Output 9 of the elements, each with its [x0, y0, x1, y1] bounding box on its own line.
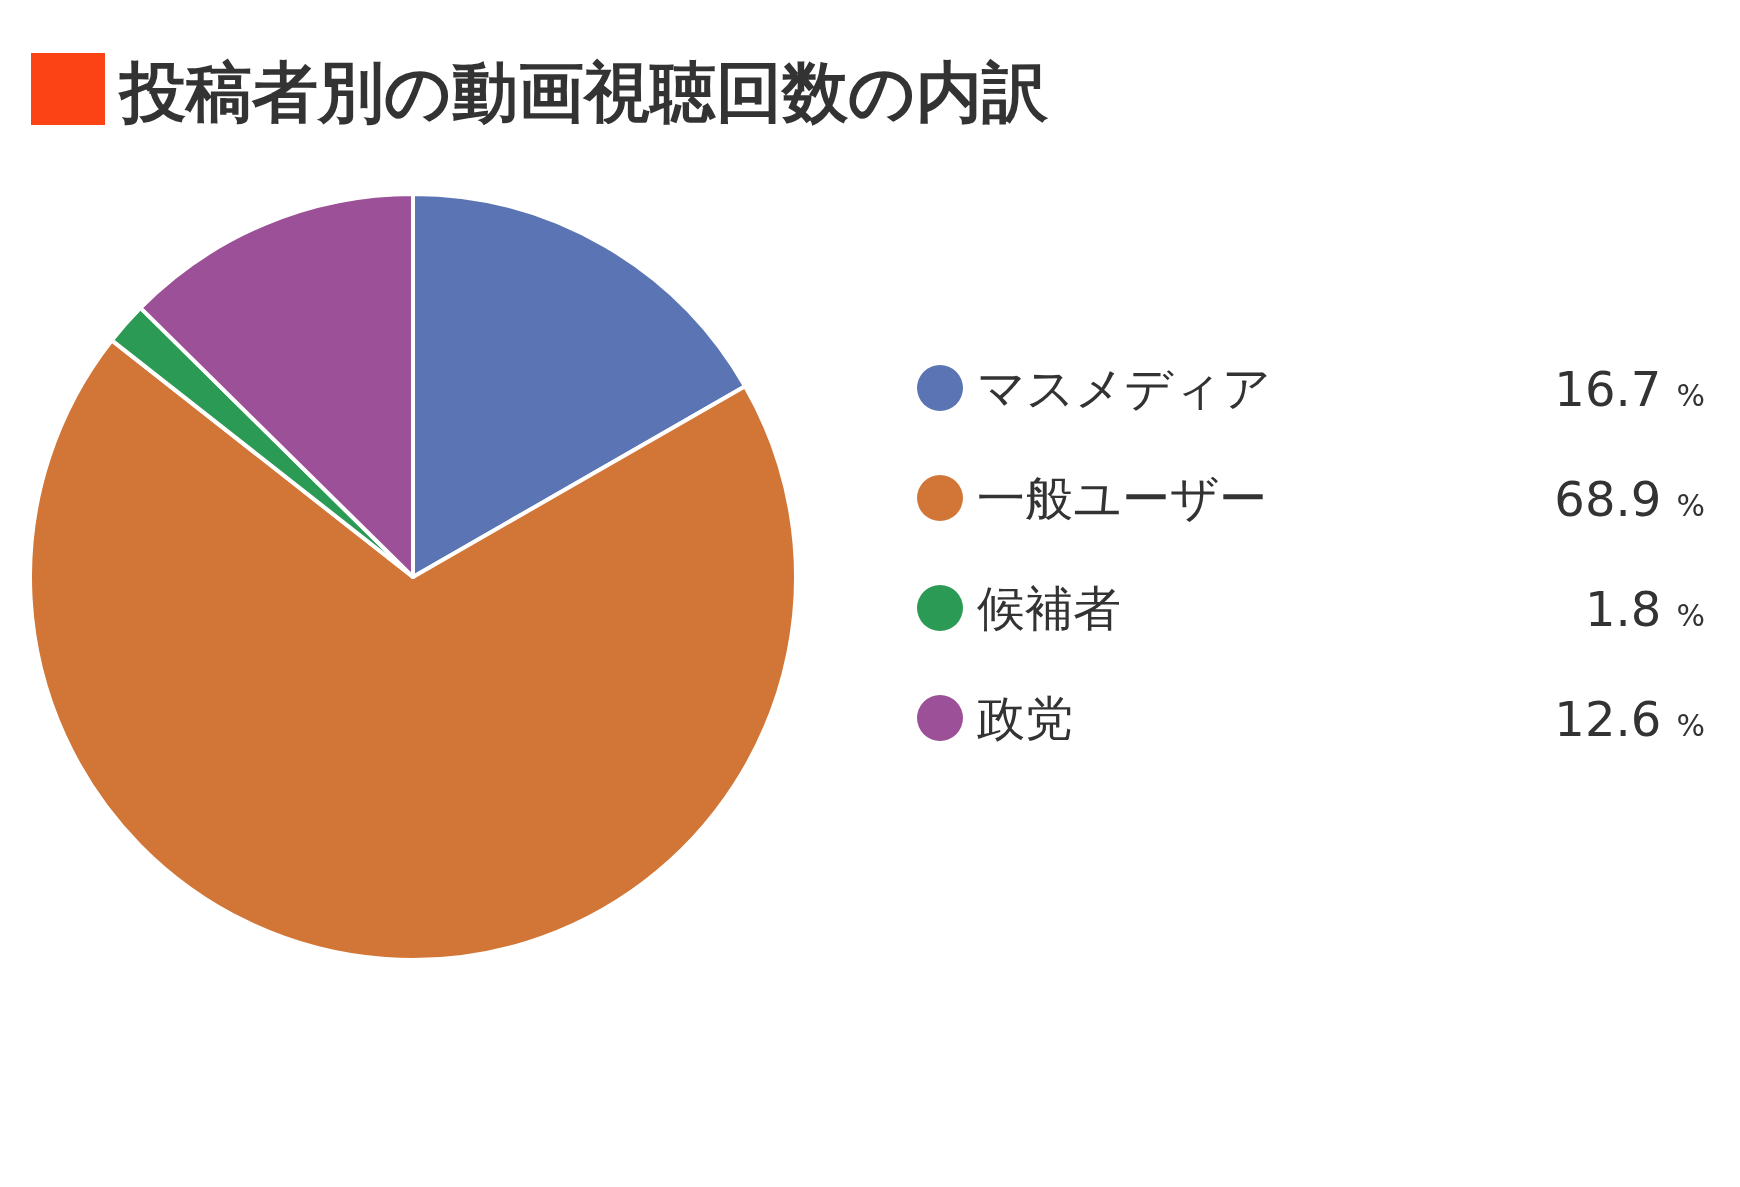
data-label: 68.9 % [1554, 471, 1705, 527]
data-label: 12.6 % [1554, 691, 1705, 747]
chart-title: 投稿者別の動画視聴回数の内訳 [118, 54, 1049, 131]
legend-label: 候補者 [977, 580, 1121, 636]
legend-label: 政党 [977, 690, 1073, 746]
data-label: 1.8 % [1584, 581, 1705, 637]
data-label: 16.7 % [1554, 361, 1705, 417]
legend-label: マスメディア [977, 360, 1271, 416]
legend-label: 一般ユーザー [977, 470, 1267, 526]
